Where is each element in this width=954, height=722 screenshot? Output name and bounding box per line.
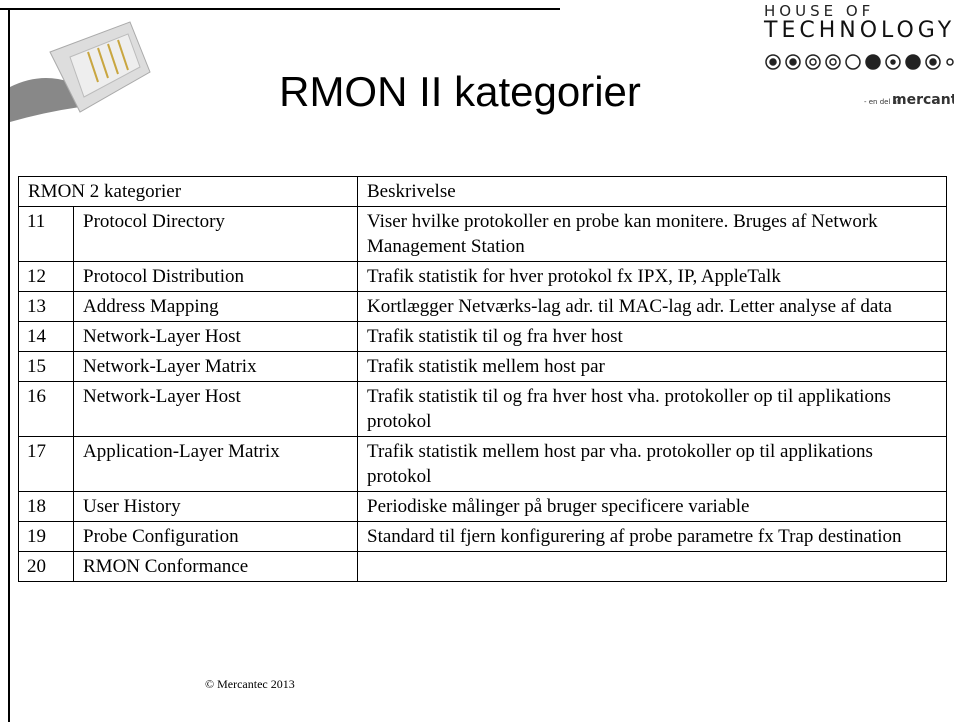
table-row: 17 Application-Layer Matrix Trafik statist… bbox=[18, 436, 947, 492]
description-cell: Periodiske målinger på bruger specificer… bbox=[357, 491, 947, 522]
header-cell: Beskrivelse bbox=[357, 176, 947, 207]
category-cell: Address Mapping bbox=[73, 291, 358, 322]
number-cell: 11 bbox=[18, 206, 74, 262]
frame-line bbox=[0, 8, 560, 10]
description-cell: Trafik statistik for hver protokol fx IP… bbox=[357, 261, 947, 292]
logo: HOUSE OF TECHNOLOGY - en del af mercante… bbox=[752, 0, 954, 130]
category-cell: Probe Configuration bbox=[73, 521, 358, 552]
table-row: 12 Protocol Distribution Trafik statistik … bbox=[18, 261, 947, 292]
description-cell: Trafik statistik mellem host par bbox=[357, 351, 947, 382]
cable-icon bbox=[10, 21, 151, 122]
table-header-row: RMON 2 kategorier Beskrivelse bbox=[18, 176, 947, 207]
category-cell: Protocol Distribution bbox=[73, 261, 358, 292]
category-cell: User History bbox=[73, 491, 358, 522]
category-cell: Network-Layer Host bbox=[73, 321, 358, 352]
number-cell: 12 bbox=[18, 261, 74, 292]
logo-text: HOUSE OF bbox=[764, 2, 875, 20]
number-cell: 16 bbox=[18, 381, 74, 437]
table-row: 14 Network-Layer Host Trafik statistik til… bbox=[18, 321, 947, 352]
category-cell: RMON Conformance bbox=[73, 551, 358, 582]
description-cell bbox=[357, 551, 947, 582]
number-cell: 19 bbox=[18, 521, 74, 552]
frame-line bbox=[8, 8, 10, 722]
table-row: 11 Protocol Directory Viser hvilke protoko… bbox=[18, 206, 947, 262]
description-cell: Trafik statistik til og fra hver host vh… bbox=[357, 381, 947, 437]
table-row: 15 Network-Layer Matrix Trafik statistik m… bbox=[18, 351, 947, 382]
number-cell: 17 bbox=[18, 436, 74, 492]
category-cell: Protocol Directory bbox=[73, 206, 358, 262]
table-row: 18 User History Periodiske målinger på bru… bbox=[18, 491, 947, 522]
description-cell: Trafik statistik til og fra hver host bbox=[357, 321, 947, 352]
description-cell: Trafik statistik mellem host par vha. pr… bbox=[357, 436, 947, 492]
logo-text: mercantec bbox=[892, 92, 954, 108]
table-row: 20 RMON Conformance bbox=[18, 551, 947, 582]
number-cell: 20 bbox=[18, 551, 74, 582]
number-cell: 18 bbox=[18, 491, 74, 522]
table-row: 19 Probe Configuration Standard til fjern … bbox=[18, 521, 947, 552]
category-cell: Application-Layer Matrix bbox=[73, 436, 358, 492]
description-cell: Standard til fjern konfigurering af prob… bbox=[357, 521, 947, 552]
logo-text: TECHNOLOGY bbox=[764, 18, 954, 43]
footer: © Mercantec 2013 bbox=[205, 677, 295, 691]
description-cell: Viser hvilke protokoller en probe kan mo… bbox=[357, 206, 947, 262]
table-row: 13 Address Mapping Kortlægger Netværks-lag… bbox=[18, 291, 947, 322]
number-cell: 13 bbox=[18, 291, 74, 322]
number-cell: 14 bbox=[18, 321, 74, 352]
category-cell: Network-Layer Matrix bbox=[73, 351, 358, 382]
table: RMON 2 kategorier Beskrivelse 11 Protocol D… bbox=[18, 176, 947, 582]
header-cell: RMON 2 kategorier bbox=[18, 176, 358, 207]
description-cell: Kortlægger Netværks-lag adr. til MAC-lag… bbox=[357, 291, 947, 322]
slide-title: RMON II kategorier bbox=[279, 68, 641, 115]
category-cell: Network-Layer Host bbox=[73, 381, 358, 437]
logo-text: - en del af bbox=[864, 98, 900, 106]
logo-dots bbox=[765, 54, 954, 70]
number-cell: 15 bbox=[18, 351, 74, 382]
table-row: 16 Network-Layer Host Trafik statistik til… bbox=[18, 381, 947, 437]
